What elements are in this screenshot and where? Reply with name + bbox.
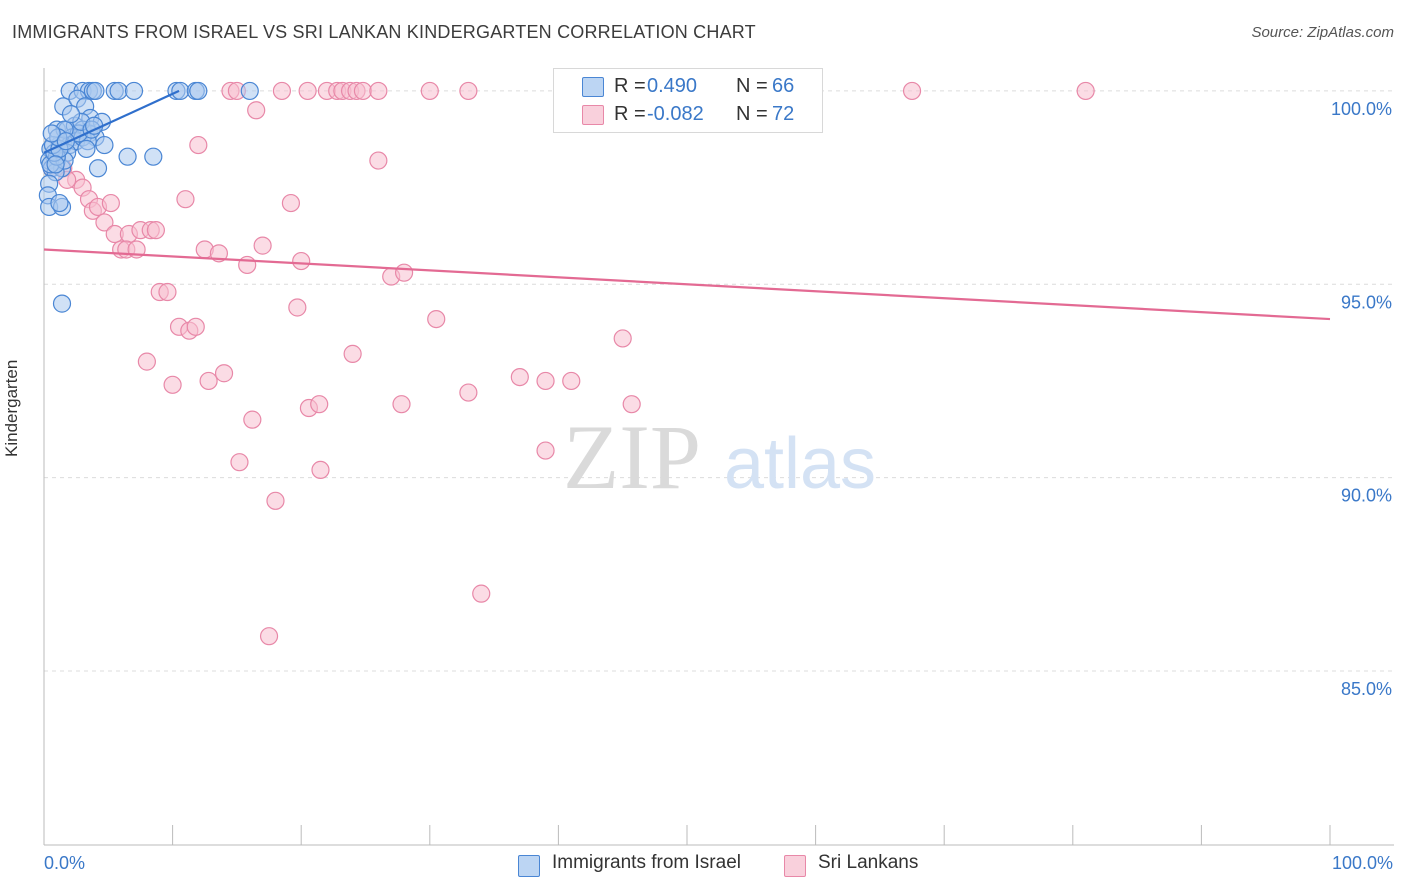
series-israel-points bbox=[38, 81, 259, 313]
srilanka-point-2 bbox=[272, 81, 292, 101]
israel-trend-line bbox=[43, 89, 180, 154]
srilanka-point-28 bbox=[176, 190, 195, 209]
watermark-atlas: atlas bbox=[724, 424, 876, 504]
israel-r-label: R = bbox=[614, 75, 646, 97]
israel-point-55 bbox=[77, 139, 96, 159]
srilanka-point-52 bbox=[186, 317, 205, 336]
srilanka-point-72 bbox=[472, 584, 491, 603]
israel-point-4 bbox=[86, 81, 105, 101]
srilanka-point-59 bbox=[510, 367, 529, 387]
legend-israel-swatch bbox=[518, 855, 540, 877]
srilanka-point-49 bbox=[427, 309, 446, 329]
chart-source: Source: ZipAtlas.com bbox=[1251, 24, 1394, 41]
y-tick-label-3: 85.0% bbox=[1341, 679, 1392, 699]
legend-srilanka-swatch bbox=[784, 855, 806, 877]
srilanka-r-value: -0.082 bbox=[647, 103, 704, 125]
stats-row-israel: R = 0.490 N = 66 bbox=[554, 72, 822, 102]
x-tick-label-0: 0.0% bbox=[44, 853, 85, 873]
srilanka-point-14 bbox=[902, 81, 922, 101]
srilanka-point-54 bbox=[137, 352, 156, 371]
srilanka-point-60 bbox=[536, 371, 555, 391]
israel-point-49 bbox=[42, 124, 61, 143]
srilanka-point-16 bbox=[247, 101, 266, 120]
israel-point-56 bbox=[95, 135, 114, 155]
srilanka-point-65 bbox=[310, 395, 329, 414]
srilanka-r-label: R = bbox=[614, 103, 646, 125]
israel-point-12 bbox=[240, 81, 259, 101]
srilanka-point-68 bbox=[230, 453, 249, 472]
srilanka-point-27 bbox=[101, 193, 120, 213]
srilanka-point-48 bbox=[288, 298, 307, 317]
israel-point-7 bbox=[124, 81, 144, 101]
legend: Immigrants from Israel Sri Lankans bbox=[0, 850, 1406, 880]
y-tick-label-0: 100.0% bbox=[1331, 99, 1392, 119]
srilanka-point-61 bbox=[562, 371, 581, 391]
srilanka-swatch bbox=[582, 105, 604, 125]
srilanka-trend-line bbox=[43, 248, 1331, 321]
israel-point-6 bbox=[109, 81, 128, 101]
gridlines bbox=[44, 90, 1394, 672]
srilanka-point-73 bbox=[259, 627, 279, 646]
stats-row-srilanka: R = -0.082 N = 72 bbox=[554, 100, 822, 130]
srilanka-point-71 bbox=[266, 491, 285, 510]
srilanka-point-3 bbox=[298, 81, 317, 101]
x-tick-label-1: 100.0% bbox=[1332, 853, 1393, 873]
israel-point-62 bbox=[88, 159, 108, 178]
srilanka-point-45 bbox=[394, 263, 414, 282]
srilanka-point-29 bbox=[281, 193, 301, 213]
israel-point-11 bbox=[189, 81, 208, 101]
israel-point-54 bbox=[50, 193, 69, 213]
israel-swatch bbox=[582, 77, 604, 97]
srilanka-point-11 bbox=[420, 81, 439, 101]
legend-israel-label: Immigrants from Israel bbox=[552, 852, 741, 873]
srilanka-point-35 bbox=[146, 221, 165, 240]
israel-point-61 bbox=[46, 155, 65, 174]
legend-srilanka-label: Sri Lankans bbox=[818, 852, 919, 873]
srilanka-point-43 bbox=[292, 251, 311, 271]
israel-point-9 bbox=[171, 81, 190, 101]
chart-title: IMMIGRANTS FROM ISRAEL VS SRI LANKAN KIN… bbox=[12, 22, 756, 42]
israel-point-65 bbox=[52, 294, 72, 313]
trend-lines bbox=[43, 89, 1331, 321]
israel-point-60 bbox=[61, 105, 81, 124]
y-tick-label-2: 90.0% bbox=[1341, 486, 1392, 506]
srilanka-point-62 bbox=[459, 383, 478, 402]
srilanka-point-40 bbox=[209, 244, 228, 263]
srilanka-point-69 bbox=[311, 460, 330, 480]
y-axis-label: Kindergarten bbox=[2, 359, 21, 457]
srilanka-point-63 bbox=[243, 410, 262, 429]
srilanka-point-55 bbox=[343, 344, 362, 363]
stats-box: R = 0.490 N = 66 R = -0.082 N = 72 bbox=[553, 68, 823, 133]
srilanka-point-41 bbox=[253, 236, 272, 255]
srilanka-point-12 bbox=[459, 81, 478, 101]
israel-n-value: 66 bbox=[772, 75, 795, 97]
israel-point-58 bbox=[144, 147, 163, 166]
srilanka-point-56 bbox=[163, 375, 182, 394]
srilanka-point-70 bbox=[536, 441, 555, 460]
srilanka-point-53 bbox=[613, 329, 632, 348]
watermark-zip: ZIP bbox=[563, 406, 701, 508]
srilanka-point-15 bbox=[1076, 81, 1095, 101]
israel-point-57 bbox=[118, 147, 137, 166]
srilanka-point-66 bbox=[392, 395, 411, 414]
srilanka-point-30 bbox=[95, 213, 114, 232]
srilanka-n-label: N = bbox=[736, 103, 768, 125]
srilanka-point-47 bbox=[158, 282, 177, 302]
srilanka-point-9 bbox=[353, 81, 373, 101]
srilanka-point-42 bbox=[238, 255, 257, 275]
srilanka-point-17 bbox=[189, 135, 208, 155]
srilanka-point-18 bbox=[369, 151, 388, 170]
y-tick-label-1: 95.0% bbox=[1341, 292, 1392, 312]
israel-n-label: N = bbox=[736, 75, 768, 97]
israel-r-value: 0.490 bbox=[647, 75, 698, 97]
series-srilanka-points bbox=[42, 81, 1095, 646]
srilanka-n-value: 72 bbox=[772, 103, 795, 125]
srilanka-point-58 bbox=[214, 364, 234, 383]
srilanka-point-67 bbox=[622, 395, 641, 414]
tick-labels: 100.0% 95.0% 90.0% 85.0% 0.0% 100.0% bbox=[44, 99, 1393, 873]
srilanka-point-57 bbox=[199, 371, 218, 391]
srilanka-point-10 bbox=[369, 81, 388, 101]
